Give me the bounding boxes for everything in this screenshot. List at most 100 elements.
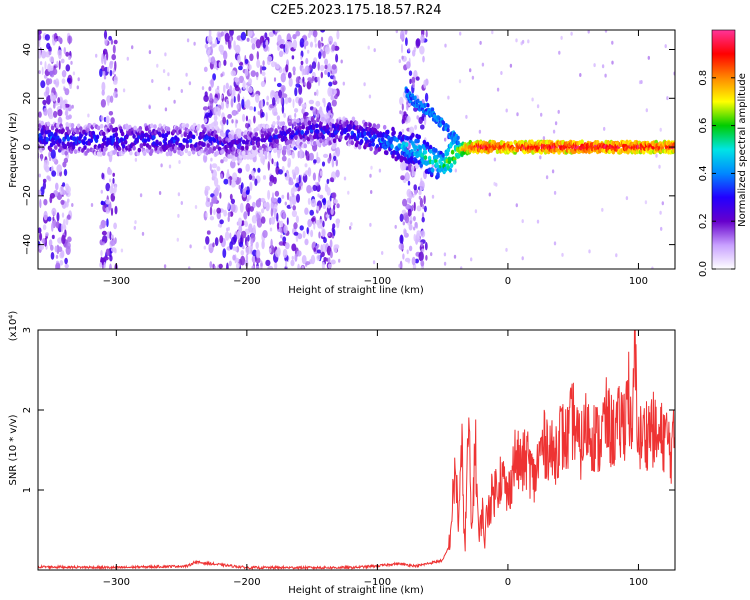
ridge-point — [296, 118, 300, 124]
noise-blob — [611, 60, 614, 65]
noise-blob — [104, 37, 108, 46]
noise-blob — [44, 34, 51, 41]
noise-blob — [205, 236, 210, 245]
noise-blob — [42, 238, 46, 245]
ridge-point — [82, 140, 86, 146]
noise-blob — [279, 39, 285, 45]
ridge-point — [237, 138, 242, 144]
ridge-point — [622, 140, 626, 146]
noise-blob — [107, 168, 113, 176]
noise-blob — [284, 96, 289, 105]
noise-blob — [336, 30, 340, 40]
ridge-point — [96, 125, 101, 131]
noise-blob — [320, 244, 323, 253]
noise-blob — [101, 89, 105, 96]
noise-blob — [109, 231, 112, 241]
noise-blob — [536, 219, 540, 224]
branch-point — [446, 124, 450, 129]
noise-blob — [306, 227, 309, 235]
ridge-point — [123, 139, 128, 145]
ridge-point — [321, 116, 325, 122]
noise-blob — [553, 241, 557, 246]
noise-blob — [58, 60, 61, 70]
ridge-point — [137, 147, 142, 153]
noise-blob — [255, 241, 259, 250]
noise-blob — [262, 40, 266, 49]
noise-blob — [65, 115, 71, 120]
ridge-point — [103, 135, 107, 141]
noise-blob — [268, 31, 275, 37]
ridge-point — [263, 131, 268, 137]
ridge-point — [434, 148, 438, 153]
noise-blob — [314, 43, 317, 48]
noise-blob — [291, 151, 295, 159]
noise-blob — [101, 81, 106, 92]
noise-blob — [45, 232, 49, 237]
noise-blob — [260, 197, 266, 203]
noise-blob — [104, 220, 107, 225]
noise-blob — [294, 253, 298, 262]
ridge-point — [40, 120, 44, 126]
noise-blob — [465, 114, 468, 119]
noise-blob — [603, 126, 606, 131]
ridge-point — [256, 141, 261, 147]
noise-blob — [491, 30, 494, 35]
noise-blob — [57, 246, 63, 253]
ridge-point — [316, 129, 320, 135]
noise-blob — [416, 115, 420, 120]
noise-blob — [113, 75, 119, 83]
ridge-point — [416, 138, 420, 144]
noise-blob — [312, 30, 318, 38]
ridge-point — [135, 137, 139, 143]
noise-blob — [311, 217, 316, 222]
ridge-point — [129, 150, 133, 156]
noise-blob — [64, 103, 70, 108]
noise-blob — [209, 206, 213, 216]
noise-blob — [293, 231, 299, 236]
ridge-point — [109, 124, 113, 130]
noise-blob — [163, 264, 167, 269]
noise-blob — [261, 71, 266, 76]
colorbar-tick-label: 0.0 — [698, 261, 709, 277]
noise-blob — [307, 219, 313, 228]
noise-blob — [322, 229, 326, 238]
noise-blob — [300, 55, 303, 60]
ridge-point — [332, 138, 337, 144]
noise-blob — [105, 182, 111, 192]
noise-blob — [554, 121, 558, 126]
ridge-point — [351, 116, 356, 122]
noise-blob — [316, 182, 319, 187]
noise-blob — [395, 30, 398, 34]
noise-blob — [315, 156, 321, 164]
noise-blob — [412, 193, 415, 198]
ridge-point — [59, 145, 63, 151]
ridge-point — [117, 146, 122, 152]
ridge-point — [157, 126, 161, 132]
ridge-point — [140, 133, 145, 138]
x-tick-label: 0 — [505, 276, 511, 287]
noise-blob — [303, 172, 306, 177]
noise-blob — [108, 178, 112, 183]
noise-blob — [255, 71, 259, 78]
noise-blob — [219, 192, 222, 199]
noise-blob — [317, 193, 320, 198]
noise-blob — [378, 168, 382, 173]
noise-blob — [318, 231, 321, 239]
ridge-point — [307, 120, 312, 126]
noise-blob — [281, 155, 287, 162]
noise-blob — [370, 190, 373, 194]
noise-blob — [425, 254, 428, 261]
noise-blob — [279, 44, 285, 49]
noise-blob — [232, 254, 236, 261]
ridge-point — [352, 132, 357, 138]
noise-blob — [227, 39, 231, 49]
ridge-point — [248, 126, 252, 132]
ridge-point — [109, 151, 113, 156]
noise-blob — [65, 245, 71, 255]
noise-blob — [553, 190, 557, 195]
noise-blob — [156, 63, 159, 68]
noise-blob — [431, 163, 434, 168]
noise-blob — [601, 207, 604, 212]
noise-blob — [516, 112, 519, 117]
noise-blob — [53, 79, 56, 85]
